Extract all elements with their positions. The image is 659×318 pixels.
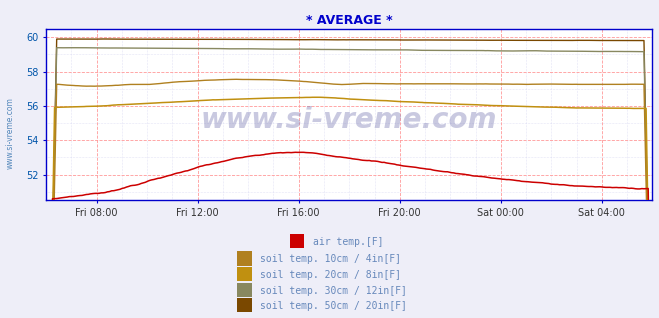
Text: soil temp. 10cm / 4in[F]: soil temp. 10cm / 4in[F] (260, 254, 401, 264)
Text: soil temp. 50cm / 20in[F]: soil temp. 50cm / 20in[F] (260, 301, 407, 311)
Title: * AVERAGE *: * AVERAGE * (306, 14, 393, 27)
Text: www.si-vreme.com: www.si-vreme.com (201, 106, 498, 134)
Text: soil temp. 30cm / 12in[F]: soil temp. 30cm / 12in[F] (260, 286, 407, 296)
Text: soil temp. 20cm / 8in[F]: soil temp. 20cm / 8in[F] (260, 270, 401, 280)
Text: air temp.[F]: air temp.[F] (313, 237, 384, 247)
Text: www.si-vreme.com: www.si-vreme.com (5, 98, 14, 169)
